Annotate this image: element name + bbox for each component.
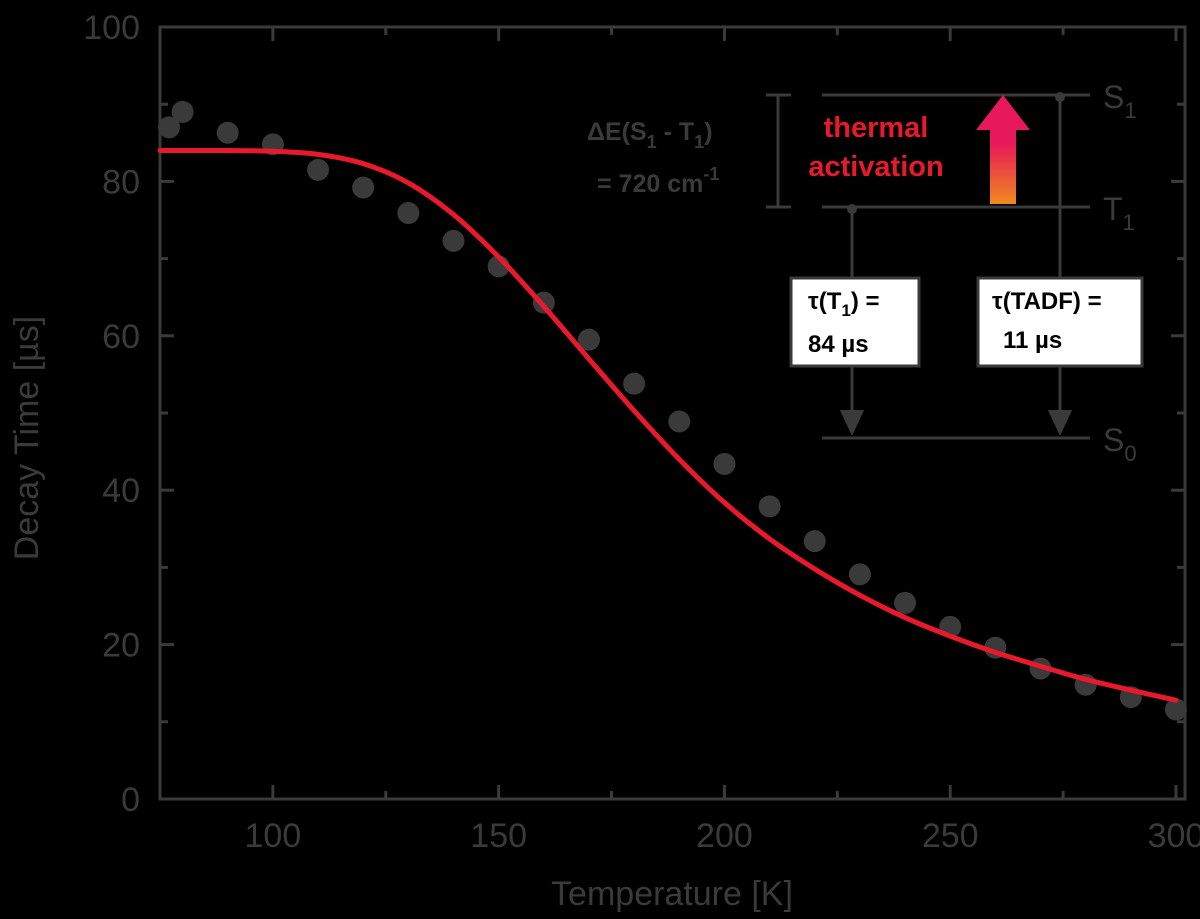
data-point — [713, 452, 736, 475]
t1-level-label: T1 — [1103, 191, 1135, 235]
energy-gap-value: = 720 cm-1 — [597, 164, 719, 198]
data-point — [352, 176, 375, 199]
t1-lifetime-label: τ(T1) = — [808, 288, 880, 320]
data-point — [216, 121, 239, 144]
y-tick-label: 80 — [102, 163, 140, 201]
x-tick-label: 250 — [922, 817, 979, 855]
t1-decay-arrowhead — [840, 410, 864, 436]
thermal-activation-arrow — [976, 95, 1030, 204]
thermal-activation-label-2: activation — [808, 151, 943, 183]
y-tick-label: 40 — [102, 472, 140, 510]
tadf-lifetime-box — [976, 276, 1144, 368]
y-tick-label: 20 — [102, 627, 140, 665]
tadf-lifetime-label: τ(TADF) = — [992, 288, 1102, 315]
data-point — [758, 495, 781, 518]
tadf-decay-arrowhead — [1048, 410, 1072, 436]
x-tick-label: 100 — [245, 817, 302, 855]
y-tick-label: 100 — [83, 9, 140, 47]
t1-decay-origin — [847, 204, 857, 214]
data-point — [668, 410, 691, 433]
y-axis-title: Decay Time [µs] — [8, 316, 46, 560]
data-point — [623, 372, 646, 395]
s1-level-label: S1 — [1103, 79, 1137, 123]
tadf-decay-origin — [1055, 92, 1065, 102]
data-point — [307, 158, 330, 181]
y-tick-labels: 0 20 40 60 80 100 — [83, 9, 140, 819]
x-tick-label: 150 — [470, 817, 527, 855]
x-tick-label: 200 — [696, 817, 753, 855]
x-axis-title: Temperature [K] — [551, 875, 793, 913]
data-point — [894, 591, 917, 614]
t1-lifetime-value: 84 µs — [808, 331, 869, 358]
x-tick-labels: 100 150 200 250 300 — [245, 817, 1200, 855]
data-point — [397, 202, 420, 225]
x-tick-label: 300 — [1148, 817, 1200, 855]
fit-curve — [157, 147, 1179, 703]
axis-ticks — [158, 25, 1185, 801]
y-tick-label: 60 — [102, 318, 140, 356]
energy-gap-label: ΔE(S1 - T1) — [587, 118, 713, 152]
s0-level-label: S0 — [1103, 422, 1137, 466]
data-point — [848, 563, 871, 586]
data-point — [171, 100, 194, 123]
y-tick-label: 0 — [121, 781, 140, 819]
data-point — [442, 229, 465, 252]
data-point — [577, 328, 600, 351]
tadf-lifetime-value: 11 µs — [1003, 327, 1062, 354]
energy-level-diagram: S1 T1 S0 ΔE(S1 - T1) = 720 cm-1 thermal … — [587, 79, 1144, 466]
data-point — [1164, 698, 1187, 721]
thermal-activation-label: thermal — [824, 112, 929, 144]
t1-lifetime-box — [789, 276, 921, 368]
data-point — [803, 530, 826, 553]
data-point — [158, 116, 181, 139]
